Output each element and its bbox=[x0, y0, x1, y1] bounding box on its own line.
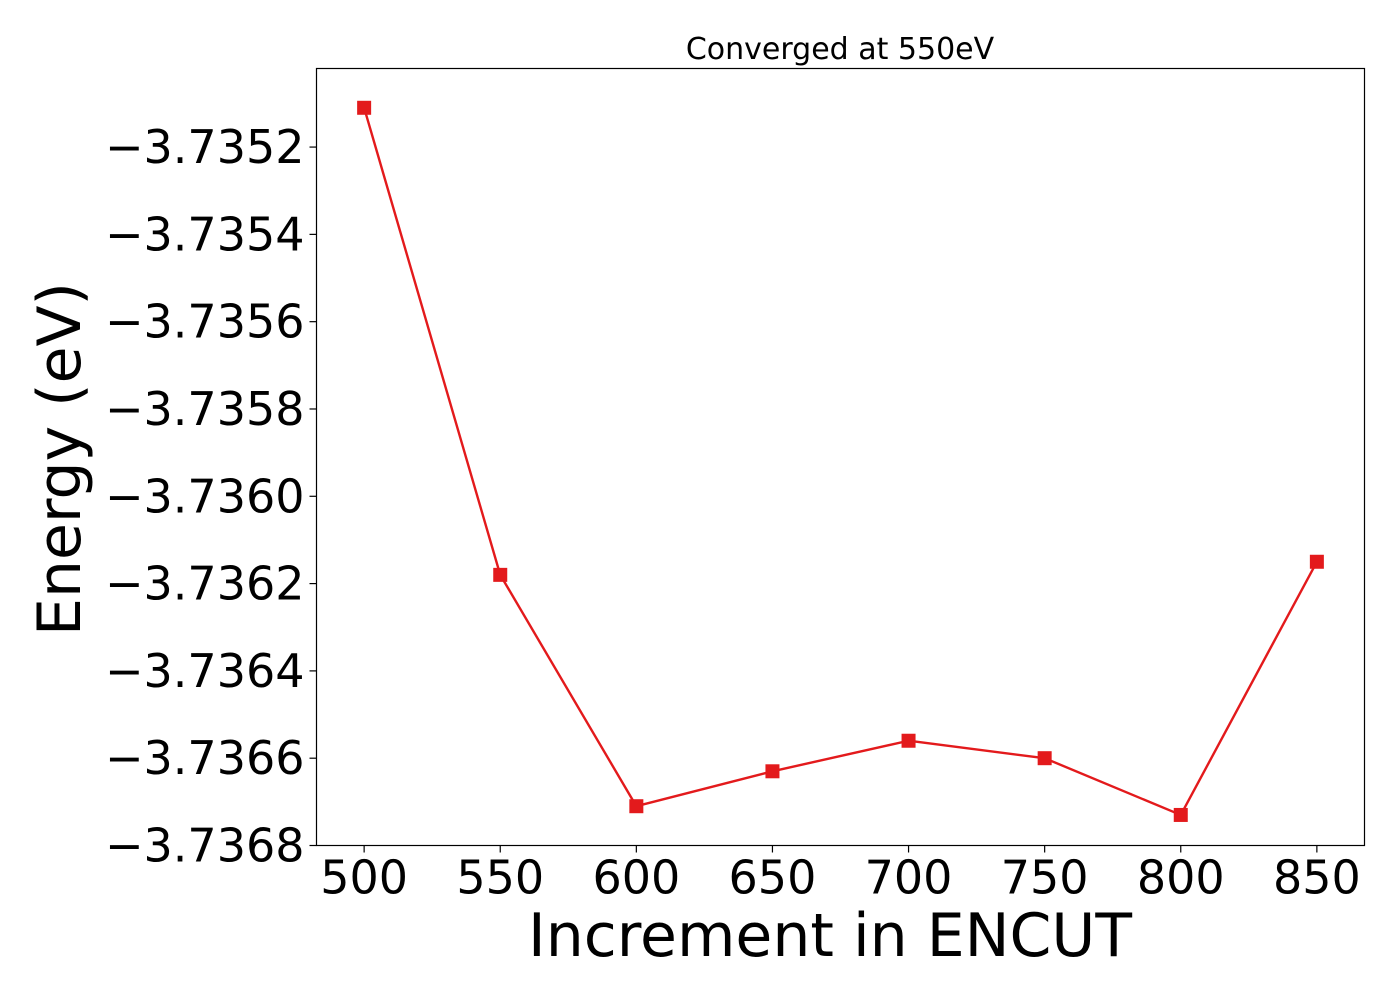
y-tick-label: −3.7354 bbox=[105, 207, 305, 261]
x-tick-label: 550 bbox=[456, 851, 544, 905]
x-tick-label: 650 bbox=[729, 851, 817, 905]
x-tick-label: 700 bbox=[865, 851, 953, 905]
x-axis-label: Increment in ENCUT bbox=[528, 901, 1132, 971]
data-point-marker bbox=[901, 733, 916, 748]
y-tick-label: −3.7358 bbox=[105, 382, 305, 436]
x-tick-label: 800 bbox=[1137, 851, 1225, 905]
data-point-marker bbox=[357, 100, 372, 115]
x-axis: 500 550 600 650 700 750 800 850 bbox=[320, 845, 1361, 905]
x-tick-label: 500 bbox=[320, 851, 408, 905]
chart-title: Converged at 550eV bbox=[686, 32, 995, 67]
data-point-marker bbox=[629, 799, 644, 814]
y-axis-label: Energy (eV) bbox=[25, 282, 95, 636]
plot-frame bbox=[315, 67, 1366, 847]
data-point-marker bbox=[1037, 751, 1052, 766]
y-tick-label: −3.7362 bbox=[105, 557, 305, 611]
series-line bbox=[362, 107, 1318, 817]
y-tick-label: −3.7352 bbox=[105, 120, 305, 174]
y-tick-label: −3.7368 bbox=[105, 819, 305, 873]
y-tick-label: −3.7366 bbox=[105, 731, 305, 785]
y-axis: −3.7352 −3.7354 −3.7356 −3.7358 −3.7360 −3.73… bbox=[105, 120, 317, 873]
data-point-marker bbox=[765, 764, 780, 779]
y-tick-label: −3.7360 bbox=[105, 469, 305, 523]
x-tick-label: 850 bbox=[1273, 851, 1361, 905]
y-tick-label: −3.7356 bbox=[105, 295, 305, 349]
x-tick-label: 750 bbox=[1001, 851, 1089, 905]
plot-series bbox=[357, 100, 1324, 822]
data-point-marker bbox=[493, 567, 508, 582]
y-tick-label: −3.7364 bbox=[105, 644, 305, 698]
data-point-marker bbox=[1173, 807, 1188, 822]
data-point-marker bbox=[1309, 554, 1324, 569]
x-tick-label: 600 bbox=[592, 851, 680, 905]
